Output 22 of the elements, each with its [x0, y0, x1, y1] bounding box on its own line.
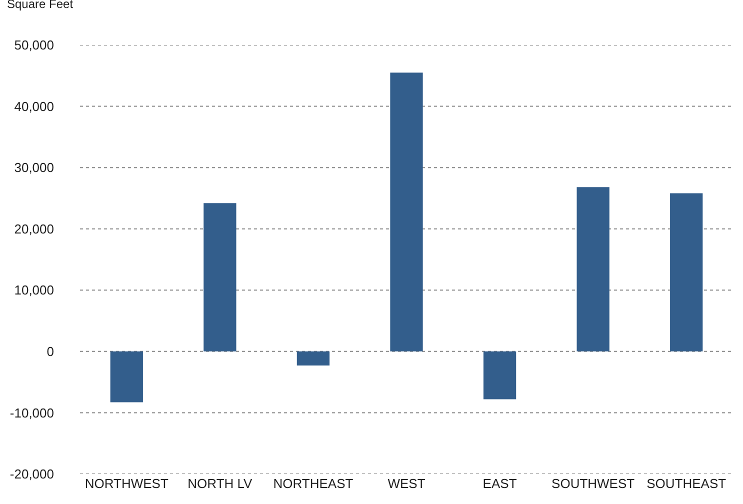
bar [576, 187, 610, 352]
bar [483, 351, 516, 400]
bar [204, 203, 236, 352]
bar [670, 193, 703, 352]
x-tick-label: WEST [388, 476, 426, 491]
x-tick-label: SOUTHEAST [646, 476, 726, 491]
x-tick-label: NORTHWEST [84, 476, 168, 491]
y-tick-label: 30,000 [14, 160, 54, 176]
y-tick-label: 40,000 [14, 98, 54, 114]
x-tick-label: NORTH LV [188, 476, 253, 491]
x-tick-label: SOUTHWEST [552, 476, 635, 491]
y-tick-label: 20,000 [14, 221, 54, 236]
y-tick-label: -10,000 [10, 405, 54, 420]
x-tick-label: NORTHEAST [273, 476, 354, 491]
x-tick-label: EAST [482, 476, 517, 491]
bar [296, 351, 330, 366]
y-tick-label: -20,000 [10, 466, 54, 482]
y-tick-label: 10,000 [14, 282, 54, 298]
bar [110, 351, 143, 402]
y-tick-label: 0 [46, 344, 54, 359]
bar [390, 72, 423, 352]
y-tick-label: 50,000 [14, 38, 54, 53]
